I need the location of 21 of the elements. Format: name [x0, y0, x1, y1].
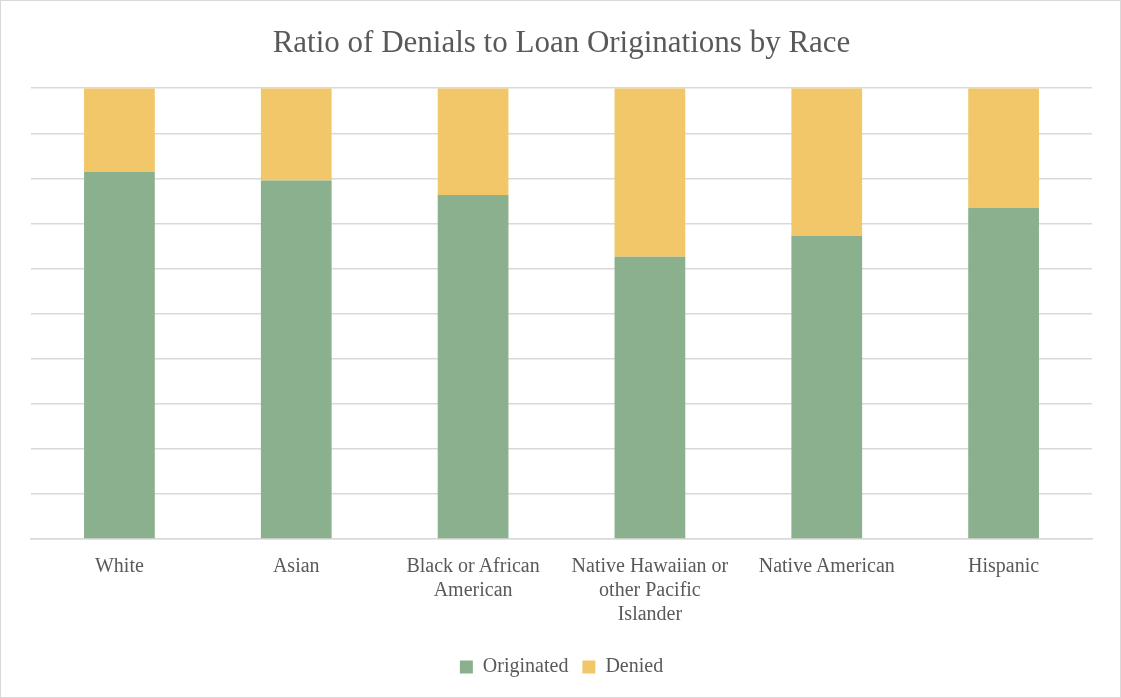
x-tick-label: Asian — [272, 554, 320, 577]
legend-label: Originated — [482, 654, 569, 678]
bar — [968, 88, 1039, 208]
x-tick-label: Native American — [758, 554, 895, 577]
bar — [614, 88, 686, 257]
bar — [968, 207, 1039, 539]
x-tick-label: Native Hawaiian or other Pacific Islander — [571, 554, 729, 625]
bar — [437, 88, 509, 196]
bar — [791, 88, 863, 237]
bar — [260, 88, 332, 181]
chart-title: Ratio of Denials to Loan Originations by Race — [272, 23, 851, 59]
bar — [437, 195, 509, 539]
bar — [84, 172, 155, 539]
x-tick-label: White — [94, 554, 144, 577]
bar — [260, 180, 332, 539]
x-tick-label: Hispanic — [968, 554, 1040, 578]
legend-label: Denied — [605, 654, 664, 677]
bar — [791, 236, 863, 539]
x-tick-label: Black or African American — [406, 554, 540, 601]
bar — [84, 88, 155, 173]
bar — [614, 256, 686, 539]
